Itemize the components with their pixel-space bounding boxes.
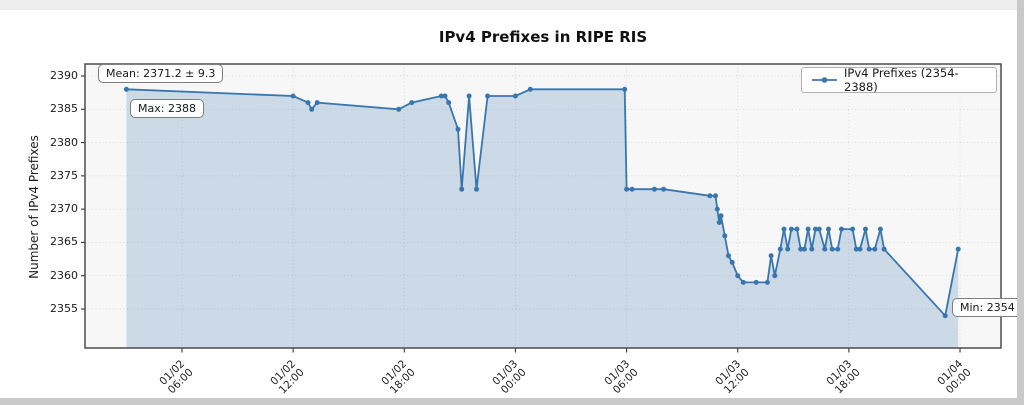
data-point-marker [798, 246, 804, 252]
data-point-marker [813, 226, 818, 232]
data-point-marker [777, 246, 783, 252]
y-tick-label: 2385 [50, 102, 78, 116]
data-point-marker [955, 246, 961, 252]
window-right-edge [1017, 0, 1024, 405]
data-point-marker [661, 186, 667, 192]
data-point-marker [866, 246, 872, 252]
window-bottom-edge [0, 398, 1024, 405]
data-point-marker [527, 86, 533, 92]
data-point-marker [822, 246, 828, 252]
data-point-marker [788, 226, 794, 232]
y-tick-label: 2365 [50, 235, 78, 249]
y-tick-label: 2390 [50, 69, 78, 82]
area-fill [126, 89, 959, 349]
data-point-marker [629, 186, 635, 192]
window-top-edge [0, 0, 1024, 10]
data-line [126, 88, 960, 317]
data-point-marker [764, 279, 770, 285]
data-point-marker [438, 93, 444, 99]
y-tick-label: 2355 [50, 301, 78, 315]
data-point-marker [305, 100, 311, 106]
data-point-marker [651, 186, 657, 192]
data-point-marker [622, 86, 628, 92]
data-point-marker [785, 246, 791, 252]
max-annotation: Max: 2388 [130, 99, 204, 118]
data-point-marker [466, 93, 472, 99]
data-point-marker [309, 106, 315, 112]
data-point-marker [396, 106, 402, 112]
legend-box: IPv4 Prefixes (2354-2388) [801, 66, 997, 94]
data-point-marker [857, 246, 863, 252]
data-point-marker [768, 253, 774, 259]
data-point-marker [835, 246, 841, 252]
data-point-marker [872, 246, 878, 252]
data-point-marker [805, 226, 811, 232]
data-point-marker [455, 126, 461, 132]
data-point-marker [722, 233, 728, 239]
y-tick-label: 2360 [50, 268, 78, 282]
data-point-marker [863, 226, 868, 232]
legend-label: IPv4 Prefixes (2354-2388) [844, 66, 959, 94]
data-point-marker [123, 86, 129, 92]
data-point-marker [446, 100, 452, 106]
data-point-marker [718, 213, 724, 219]
data-point-marker [485, 93, 491, 99]
data-point-marker [881, 246, 887, 252]
data-point-marker [512, 93, 518, 99]
data-point-marker [794, 226, 800, 232]
mean-annotation: Mean: 2371.2 ± 9.3 [98, 64, 224, 83]
data-point-marker [781, 226, 787, 232]
data-point-marker [853, 246, 859, 252]
data-point-marker [839, 226, 844, 232]
data-point-marker [442, 93, 448, 99]
data-point-marker [829, 246, 835, 252]
data-point-marker [726, 253, 731, 259]
min-annotation: Min: 2354 [952, 298, 1023, 317]
data-point-marker [474, 186, 479, 192]
data-point-marker [729, 259, 735, 265]
legend-line-marker-icon [812, 77, 837, 83]
plot-frame [84, 63, 1002, 349]
data-point-marker [716, 220, 722, 225]
data-point-marker [877, 226, 883, 232]
data-point-marker [809, 246, 815, 252]
data-point-marker [314, 100, 320, 106]
data-point-marker [713, 193, 718, 199]
data-point-marker [826, 226, 831, 232]
y-tick-label: 2380 [50, 135, 78, 149]
data-point-marker [459, 186, 465, 192]
data-point-marker [707, 193, 713, 199]
y-tick-label: 2375 [50, 168, 78, 182]
data-point-marker [714, 206, 720, 212]
data-point-marker [409, 100, 415, 106]
chart-title: IPv4 Prefixes in RIPE RIS [438, 28, 648, 46]
data-point-marker [735, 273, 741, 279]
data-point-marker [753, 279, 759, 285]
plot-area [85, 64, 1001, 348]
data-point-marker [290, 93, 296, 99]
data-point-marker [772, 273, 778, 279]
data-point-marker [942, 313, 948, 319]
data-point-marker [801, 246, 807, 252]
data-point-marker [816, 226, 822, 232]
data-point-marker [624, 186, 630, 192]
data-point-marker [740, 279, 746, 285]
data-point-marker [850, 226, 856, 232]
y-tick-label: 2370 [50, 202, 78, 216]
